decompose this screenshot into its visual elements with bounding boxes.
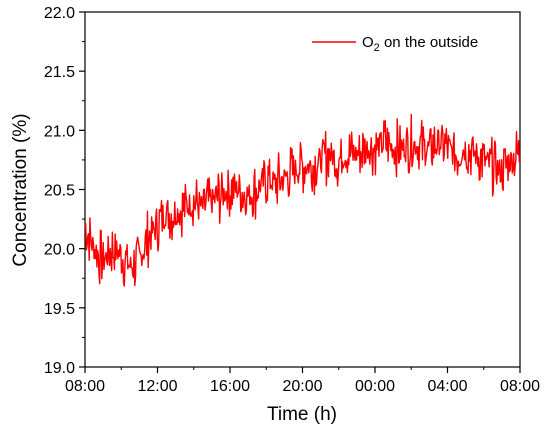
x-tick-label: 16:00 — [210, 378, 250, 395]
legend-label-subscript: 2 — [374, 42, 380, 54]
y-tick-label: 19.5 — [44, 301, 75, 318]
y-tick-labels: 19.0 19.5 20.0 20.5 21.0 21.5 22.0 — [44, 5, 75, 377]
x-tick-label: 04:00 — [427, 378, 467, 395]
series-line-o2-outside — [84, 113, 521, 287]
legend-label-main: O — [362, 34, 374, 51]
x-tick-label: 00:00 — [355, 378, 395, 395]
y-axis-title: Concentration (%) — [10, 113, 31, 266]
y-tick-label: 19.0 — [44, 360, 75, 377]
legend: O2 on the outside — [312, 34, 478, 54]
y-tick-label: 22.0 — [44, 5, 75, 22]
legend-label: O2 on the outside — [362, 34, 478, 54]
legend-label-rest: on the outside — [380, 34, 478, 51]
x-axis-title: Time (h) — [267, 404, 337, 425]
x-tick-label: 20:00 — [282, 378, 322, 395]
x-tick-label: 08:00 — [65, 378, 105, 395]
tick-marks — [79, 11, 521, 373]
y-tick-label: 21.5 — [44, 64, 75, 81]
x-tick-label: 12:00 — [137, 378, 177, 395]
x-tick-label: 08:00 — [500, 378, 540, 395]
x-tick-labels: 08:00 12:00 16:00 20:00 00:00 04:00 08:00 — [65, 378, 540, 395]
y-tick-label: 20.5 — [44, 183, 75, 200]
y-tick-label: 20.0 — [44, 242, 75, 259]
y-tick-label: 21.0 — [44, 123, 75, 140]
